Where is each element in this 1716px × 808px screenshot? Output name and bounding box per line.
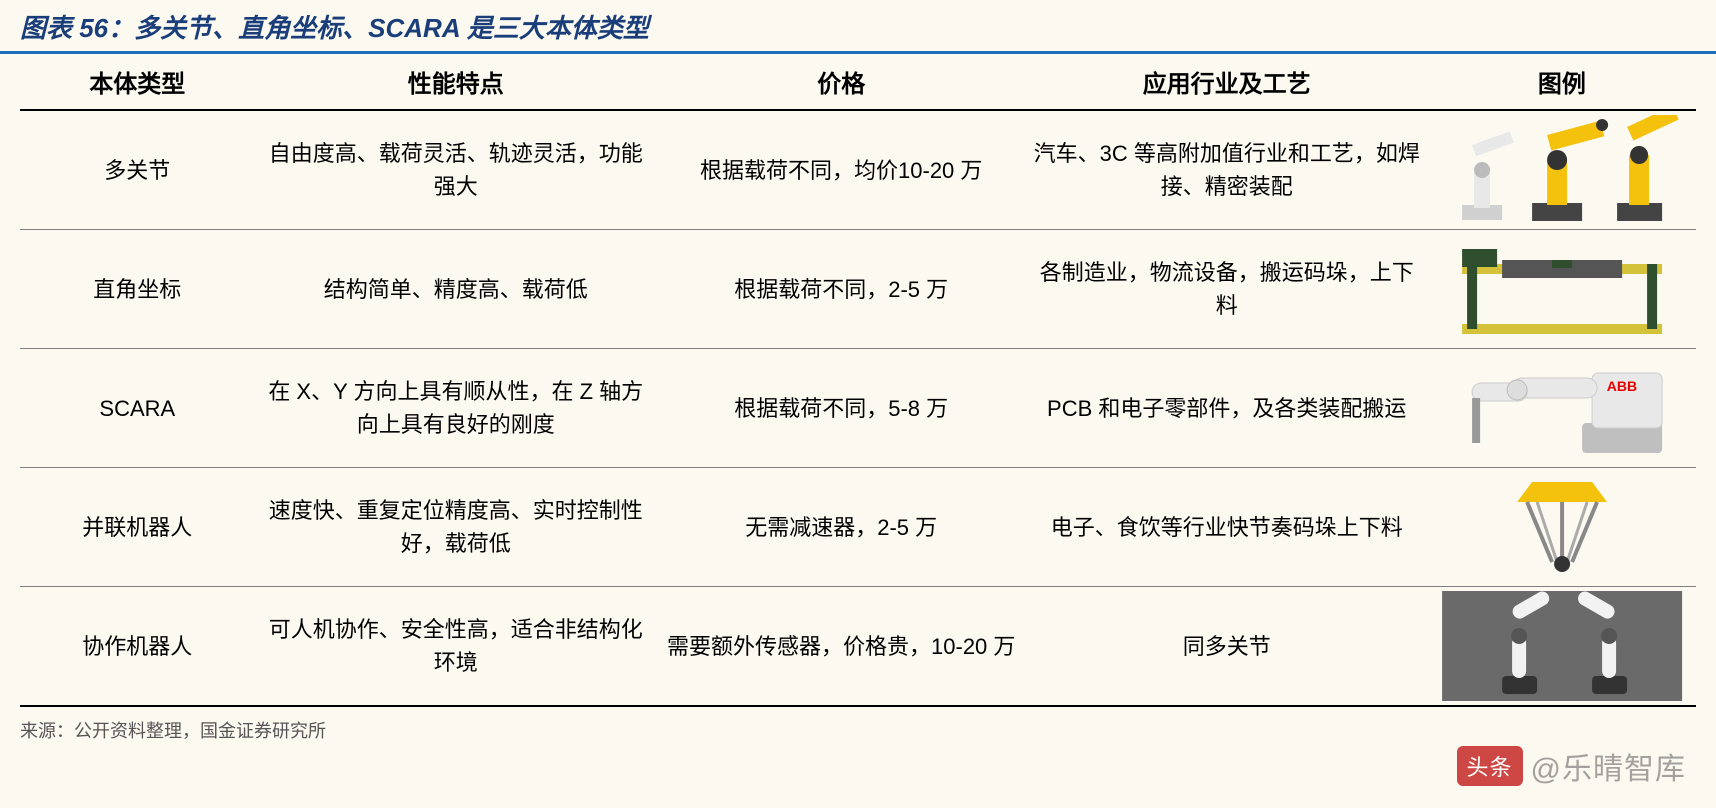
cobot-robot-icon (1430, 591, 1694, 701)
col-header-price: 价格 (657, 54, 1026, 110)
table-row: 协作机器人 可人机协作、安全性高，适合非结构化环境 需要额外传感器，价格贵，10… (20, 587, 1696, 707)
cell-price: 根据载荷不同，2-5 万 (657, 230, 1026, 349)
articulated-robot-icon (1430, 115, 1694, 225)
cell-image (1428, 587, 1696, 707)
cell-type: 多关节 (20, 110, 255, 230)
cell-feature: 在 X、Y 方向上具有顺从性，在 Z 轴方向上具有良好的刚度 (255, 349, 657, 468)
cell-application: 各制造业，物流设备，搬运码垛，上下料 (1026, 230, 1428, 349)
col-header-feature: 性能特点 (255, 54, 657, 110)
scara-robot-icon: ABB (1430, 353, 1694, 463)
cell-feature: 自由度高、载荷灵活、轨迹灵活，功能强大 (255, 110, 657, 230)
cell-price: 需要额外传感器，价格贵，10-20 万 (657, 587, 1026, 707)
cell-image: ABB (1428, 349, 1696, 468)
cell-image (1428, 110, 1696, 230)
table-header-row: 本体类型 性能特点 价格 应用行业及工艺 图例 (20, 54, 1696, 110)
table-row: SCARA 在 X、Y 方向上具有顺从性，在 Z 轴方向上具有良好的刚度 根据载… (20, 349, 1696, 468)
watermark: 头条 @乐晴智库 (1457, 744, 1686, 788)
cell-application: PCB 和电子零部件，及各类装配搬运 (1026, 349, 1428, 468)
cell-price: 无需减速器，2-5 万 (657, 468, 1026, 587)
watermark-text: @乐晴智库 (1531, 744, 1686, 788)
cell-type: SCARA (20, 349, 255, 468)
col-header-type: 本体类型 (20, 54, 255, 110)
cell-image (1428, 468, 1696, 587)
svg-text:ABB: ABB (1607, 378, 1637, 394)
cell-application: 电子、食饮等行业快节奏码垛上下料 (1026, 468, 1428, 587)
watermark-badge: 头条 (1457, 746, 1523, 786)
cell-type: 直角坐标 (20, 230, 255, 349)
table-row: 直角坐标 结构简单、精度高、载荷低 根据载荷不同，2-5 万 各制造业，物流设备… (20, 230, 1696, 349)
cell-application: 汽车、3C 等高附加值行业和工艺，如焊接、精密装配 (1026, 110, 1428, 230)
cell-application: 同多关节 (1026, 587, 1428, 707)
cartesian-robot-icon (1430, 234, 1694, 344)
source-text: 来源：公开资料整理，国金证券研究所 (0, 707, 1716, 743)
cell-image (1428, 230, 1696, 349)
col-header-application: 应用行业及工艺 (1026, 54, 1428, 110)
chart-title: 图表 56：多关节、直角坐标、SCARA 是三大本体类型 (0, 0, 1716, 54)
cell-type: 并联机器人 (20, 468, 255, 587)
col-header-image: 图例 (1428, 54, 1696, 110)
table-row: 多关节 自由度高、载荷灵活、轨迹灵活，功能强大 根据载荷不同，均价10-20 万… (20, 110, 1696, 230)
table-row: 并联机器人 速度快、重复定位精度高、实时控制性好，载荷低 无需减速器，2-5 万… (20, 468, 1696, 587)
delta-robot-icon (1430, 472, 1694, 582)
cell-feature: 可人机协作、安全性高，适合非结构化环境 (255, 587, 657, 707)
cell-price: 根据载荷不同，均价10-20 万 (657, 110, 1026, 230)
robot-types-table: 本体类型 性能特点 价格 应用行业及工艺 图例 多关节 自由度高、载荷灵活、轨迹… (20, 54, 1696, 707)
cell-feature: 速度快、重复定位精度高、实时控制性好，载荷低 (255, 468, 657, 587)
cell-price: 根据载荷不同，5-8 万 (657, 349, 1026, 468)
cell-feature: 结构简单、精度高、载荷低 (255, 230, 657, 349)
cell-type: 协作机器人 (20, 587, 255, 707)
